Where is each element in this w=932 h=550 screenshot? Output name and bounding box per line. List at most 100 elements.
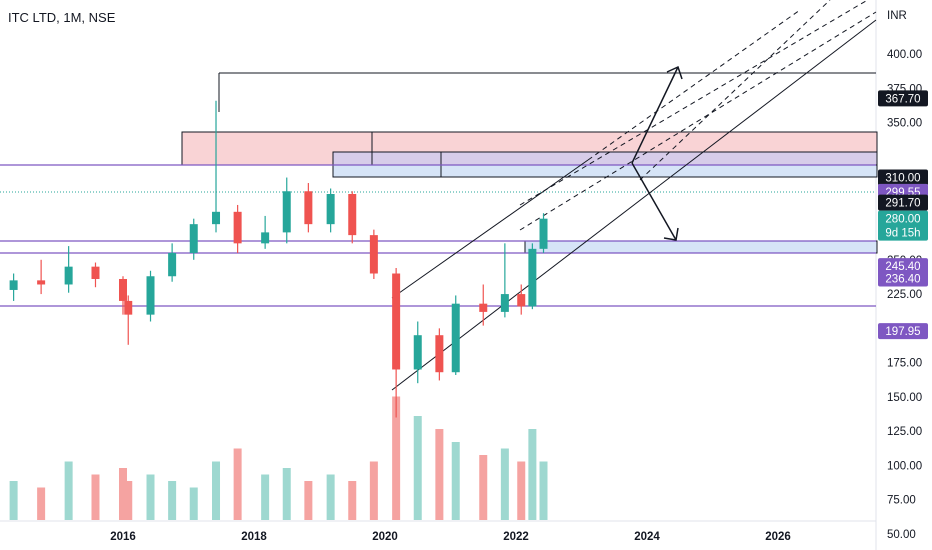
price-tick-label: 350.00	[887, 118, 922, 130]
volume-bar	[64, 461, 73, 520]
time-tick-label: 2020	[372, 531, 398, 543]
candle-body	[168, 252, 177, 277]
time-tick-label: 2016	[110, 531, 136, 543]
price-tick-label: 150.00	[887, 392, 922, 404]
candle-body	[119, 278, 127, 301]
volume-bar	[91, 474, 100, 520]
price-badge-label: 280.00	[885, 214, 920, 226]
candle-body	[348, 193, 357, 236]
channel-lower-line	[391, 184, 661, 391]
channel-middle-line	[519, 0, 869, 206]
price-tick-label: 75.00	[887, 495, 916, 507]
candle-body	[233, 211, 242, 244]
arrow-up-path	[631, 66, 679, 164]
volume-bar	[212, 461, 221, 520]
supply-demand-zones	[181, 131, 878, 254]
volume-bar	[479, 455, 488, 520]
volume-bar	[9, 481, 18, 520]
candle-body	[189, 224, 198, 253]
price-badge	[878, 194, 928, 211]
symbol-label[interactable]: ITC LTD, 1M, NSE	[8, 10, 116, 25]
volume-bar	[304, 481, 313, 520]
price-badge	[878, 90, 928, 107]
volume-bar	[37, 487, 46, 520]
candle-body	[146, 276, 155, 315]
channel-ext-dashed-2	[639, 0, 831, 181]
price-axis-ticks: 400.00375.00350.00250.00225.00175.00150.…	[887, 49, 922, 541]
volume-bar	[233, 448, 242, 520]
bar-countdown-label: 9d 15h	[885, 228, 920, 240]
volume-bar	[168, 481, 177, 520]
candle-body	[517, 294, 526, 307]
candle-body	[304, 191, 313, 225]
price-badge-label: 367.70	[885, 93, 920, 105]
candle-body	[212, 211, 221, 225]
ascending-channel	[391, 0, 877, 391]
zone-purple	[332, 151, 878, 166]
volume-bar	[124, 481, 133, 520]
time-tick-label: 2018	[241, 531, 267, 543]
horizontal-levels	[0, 72, 876, 307]
zone-blue-lower	[524, 240, 878, 254]
price-tick-label: 100.00	[887, 460, 922, 472]
price-badge	[878, 169, 928, 186]
price-tick-label: 400.00	[887, 49, 922, 61]
volume-bar	[539, 461, 548, 520]
volume-bar	[413, 416, 422, 520]
price-tick-label: 50.00	[887, 529, 916, 541]
volume-bar	[369, 461, 378, 520]
candle-body	[528, 248, 537, 307]
candle-body	[435, 335, 444, 373]
candle-body	[37, 280, 46, 285]
time-tick-label: 2026	[765, 531, 791, 543]
channel-mid-dashed	[519, 11, 877, 231]
price-tick-label: 125.00	[887, 426, 922, 438]
candle-body	[326, 193, 335, 225]
volume-bar	[348, 481, 357, 520]
price-badge-label: 197.95	[885, 326, 920, 338]
candlesticks	[9, 100, 548, 418]
volume-bar	[326, 474, 335, 520]
zone-blue-upper	[332, 164, 878, 178]
time-tick-label: 2024	[634, 531, 660, 543]
volume-bars	[9, 396, 548, 520]
candle-body	[282, 191, 291, 233]
arrow-down-head	[663, 227, 679, 241]
price-badge	[878, 210, 928, 241]
channel-upper-line	[391, 159, 589, 299]
candle-body	[261, 232, 270, 244]
volume-bar	[500, 448, 509, 520]
currency-label: INR	[887, 10, 907, 22]
candle-body	[451, 303, 460, 373]
arrow-up-head	[666, 65, 683, 80]
time-tick-label: 2022	[503, 531, 529, 543]
volume-bar	[282, 468, 291, 520]
time-axis-ticks: 2016 2018 2020 2022 2024 2026	[110, 531, 791, 543]
candle-body	[392, 273, 401, 370]
price-tick-label: 225.00	[887, 289, 922, 301]
volume-bar	[261, 474, 270, 520]
candle-body	[91, 266, 100, 279]
volume-bar	[435, 429, 444, 520]
volume-bar	[146, 474, 155, 520]
channel-upper-extension	[587, 9, 801, 161]
volume-bar	[517, 461, 526, 520]
channel-lower-extension	[659, 19, 877, 186]
projection-arrows	[631, 65, 683, 241]
price-badge-label: 245.40	[885, 261, 920, 273]
price-badge	[878, 270, 928, 287]
volume-bar	[189, 487, 198, 520]
candle-body	[413, 335, 422, 370]
candle-body	[9, 280, 18, 290]
candle-body	[500, 294, 509, 312]
candle-body	[124, 300, 133, 315]
candle-body	[539, 218, 548, 249]
price-tick-label: 175.00	[887, 358, 922, 370]
volume-bar	[451, 442, 460, 520]
candle-body	[479, 303, 488, 312]
price-badge-label: 310.00	[885, 173, 920, 185]
volume-bar	[392, 396, 401, 520]
price-badge	[878, 323, 928, 340]
